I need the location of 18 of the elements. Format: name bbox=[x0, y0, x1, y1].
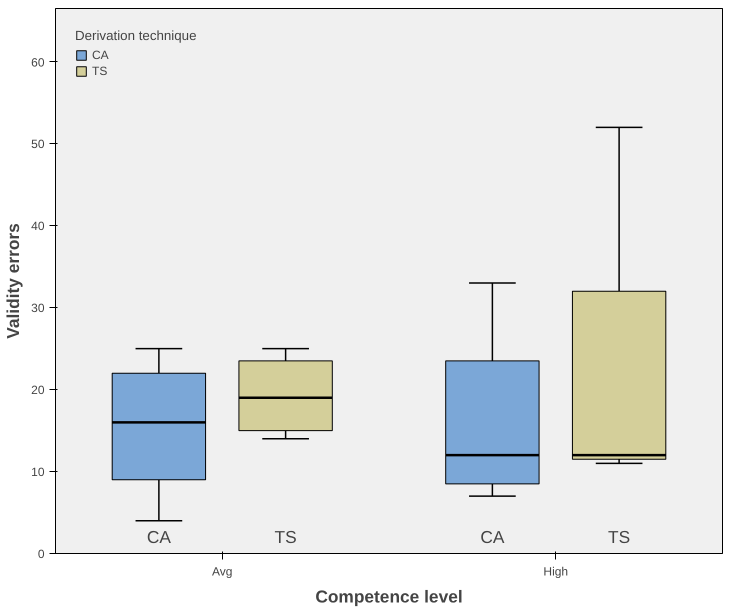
y-tick-label: 20 bbox=[31, 383, 45, 398]
annotation: TS bbox=[608, 526, 630, 547]
annotation: CA bbox=[480, 526, 505, 547]
annotation: CA bbox=[146, 526, 172, 547]
y-tick-label: 50 bbox=[31, 137, 45, 152]
x-tick-label: Avg bbox=[212, 564, 232, 578]
y-tick-label: 60 bbox=[31, 55, 45, 70]
y-axis-title: Validity errors bbox=[3, 223, 24, 339]
legend-label: CA bbox=[92, 48, 110, 62]
annotation: TS bbox=[274, 526, 297, 547]
x-tick-label: High bbox=[543, 564, 568, 578]
y-tick-label: 40 bbox=[31, 219, 45, 234]
legend-label: TS bbox=[92, 64, 108, 78]
legend-title: Derivation technique bbox=[75, 28, 197, 43]
x-axis-title: Competence level bbox=[315, 586, 463, 606]
y-tick-label: 30 bbox=[31, 301, 45, 316]
y-tick-label: 10 bbox=[31, 465, 45, 480]
y-tick-label: 0 bbox=[38, 547, 45, 561]
